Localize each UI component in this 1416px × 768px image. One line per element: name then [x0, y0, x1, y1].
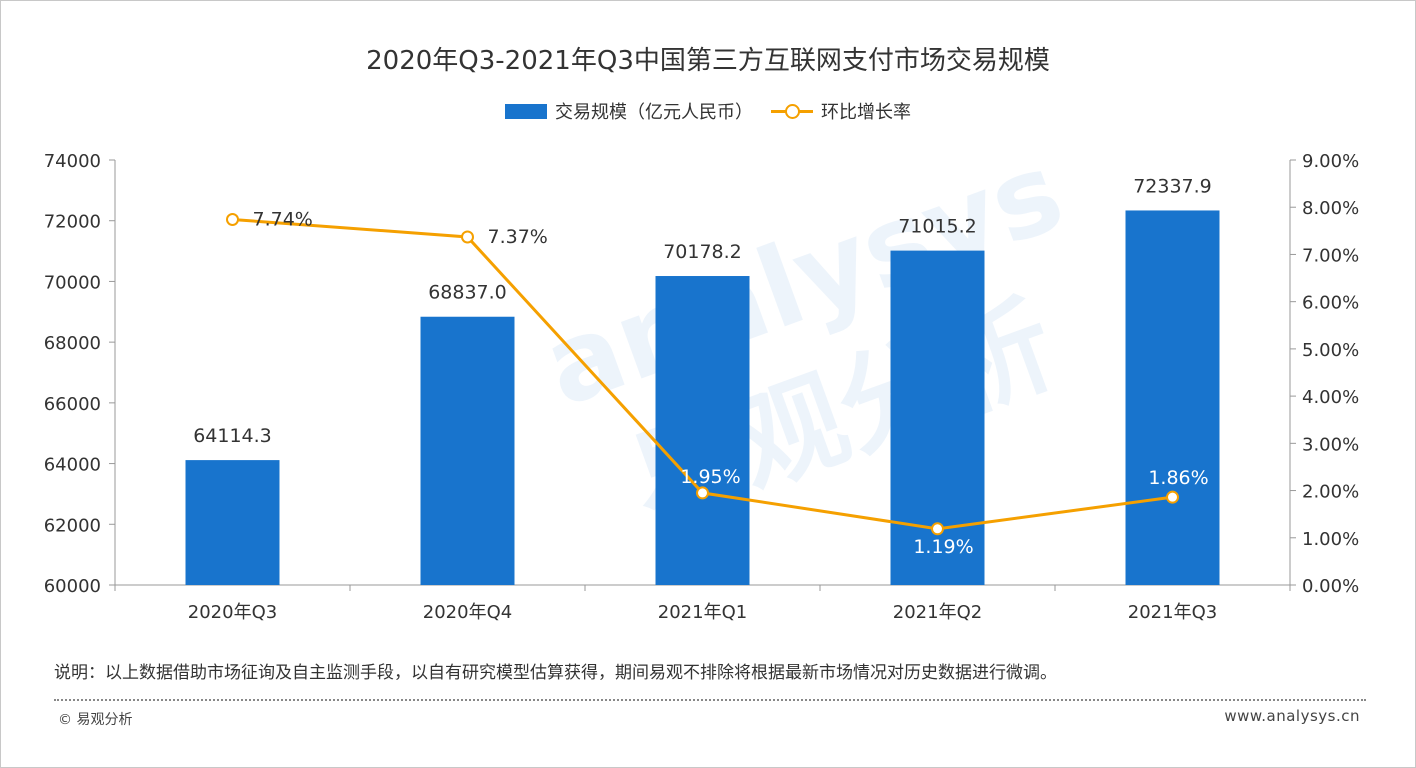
legend: 交易规模（亿元人民币） 环比增长率	[0, 98, 1416, 124]
growth-point	[696, 486, 709, 500]
growth-point	[226, 213, 239, 226]
bar-value-label: 64114.3	[193, 425, 272, 447]
growth-point	[461, 230, 474, 244]
bar	[420, 316, 515, 585]
bar-value-label: 72337.9	[1133, 175, 1212, 197]
left-tick-label: 70000	[44, 272, 101, 293]
right-tick-label: 3.00%	[1302, 434, 1359, 455]
left-tick-label: 60000	[44, 576, 101, 597]
right-tick-label: 2.00%	[1302, 482, 1359, 503]
left-tick-label: 68000	[44, 333, 101, 354]
legend-bar-swatch	[505, 103, 547, 119]
right-tick-label: 5.00%	[1302, 340, 1359, 361]
right-tick-label: 7.00%	[1302, 245, 1359, 266]
growth-value-label: 1.86%	[1148, 467, 1208, 489]
right-tick-label: 0.00%	[1302, 576, 1359, 597]
x-tick-label: 2021年Q1	[658, 602, 747, 623]
bar	[185, 460, 280, 585]
x-tick-label: 2020年Q3	[188, 602, 277, 623]
left-tick-label: 64000	[44, 455, 101, 476]
right-tick-label: 4.00%	[1302, 387, 1359, 408]
right-tick-label: 8.00%	[1302, 198, 1359, 219]
growth-value-label: 1.19%	[913, 536, 973, 558]
growth-value-label: 7.37%	[488, 226, 548, 248]
note: 说明：以上数据借助市场征询及自主监测手段，以自有研究模型估算获得，期间易观不排除…	[54, 663, 1057, 683]
x-tick-label: 2021年Q2	[893, 602, 982, 623]
left-tick-label: 72000	[44, 212, 101, 233]
left-tick-label: 74000	[44, 151, 101, 172]
chart-plot: 60000 62000 64000 66000 68000 70000 72000 74000…	[44, 151, 1359, 623]
growth-value-label: 1.95%	[680, 466, 740, 488]
legend-item-line: 环比增长率	[771, 98, 911, 124]
bar-value-label: 71015.2	[898, 216, 977, 238]
copyright: © 易观分析	[58, 712, 133, 728]
right-tick-label: 9.00%	[1302, 151, 1359, 172]
x-tick-label: 2021年Q3	[1128, 602, 1217, 623]
growth-point	[1166, 490, 1179, 504]
bar-value-label: 68837.0	[428, 282, 507, 304]
legend-item-bar: 交易规模（亿元人民币）	[505, 98, 753, 124]
website: www.analysys.cn	[1224, 707, 1360, 725]
bar-value-label: 70178.2	[663, 241, 742, 263]
chart-title: 2020年Q3-2021年Q3中国第三方互联网支付市场交易规模	[366, 46, 1050, 76]
legend-line-label: 环比增长率	[821, 102, 911, 123]
left-tick-label: 62000	[44, 515, 101, 536]
right-tick-label: 6.00%	[1302, 293, 1359, 314]
footer-divider	[54, 699, 1366, 701]
legend-line-swatch	[771, 104, 813, 119]
x-tick-label: 2020年Q4	[423, 602, 512, 623]
right-tick-label: 1.00%	[1302, 529, 1359, 550]
bar	[655, 276, 750, 585]
left-tick-label: 66000	[44, 394, 101, 415]
growth-point	[931, 522, 944, 536]
bar	[1125, 210, 1220, 585]
legend-bar-label: 交易规模（亿元人民币）	[555, 102, 753, 123]
growth-value-label: 7.74%	[253, 209, 313, 231]
